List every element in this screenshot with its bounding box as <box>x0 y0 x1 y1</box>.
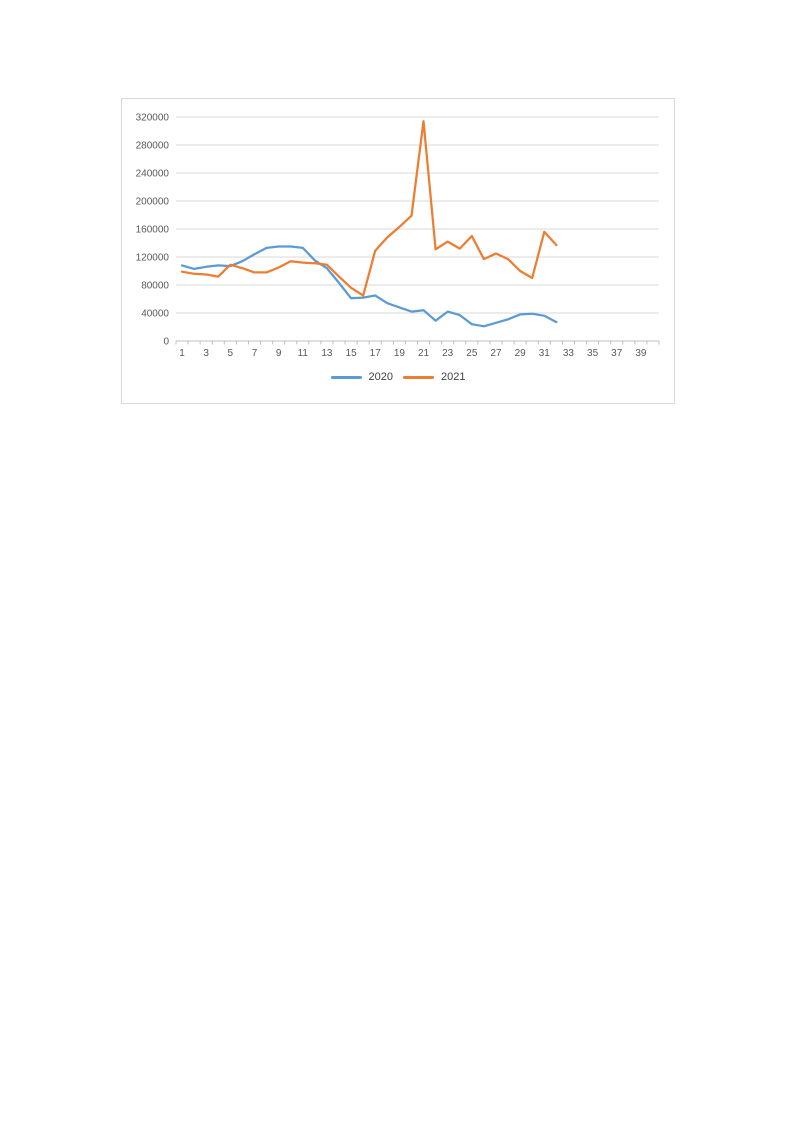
y-axis-tick-label: 0 <box>163 337 169 348</box>
x-axis-tick-label: 39 <box>635 348 647 359</box>
legend-item-2021: 2021 <box>403 371 465 383</box>
x-axis-tick-label: 37 <box>611 348 623 359</box>
legend-label-2020: 2020 <box>368 371 393 383</box>
x-axis-tick-label: 11 <box>298 348 309 359</box>
legend-line-swatch-2021 <box>403 375 434 379</box>
chart-panel[interactable]: 0 40000 80000 120000 160000 200000 240000 28000… <box>121 98 675 404</box>
y-axis-tick-label: 280000 <box>136 141 170 152</box>
x-axis-tick-label: 19 <box>394 348 406 359</box>
x-axis-tick-label: 21 <box>418 348 430 359</box>
line-chart: 0 40000 80000 120000 160000 200000 240000 28000… <box>136 113 660 359</box>
x-axis-tick-label: 1 <box>179 348 185 359</box>
chart-legend: 2020 2021 <box>122 371 674 383</box>
x-axis-tick-label: 25 <box>466 348 478 359</box>
legend-item-2020: 2020 <box>330 371 393 383</box>
x-axis-tick-label: 17 <box>370 348 382 359</box>
x-axis-tick-label: 15 <box>346 348 358 359</box>
x-axis-tick-label: 35 <box>587 348 599 359</box>
legend-line-swatch-2020 <box>330 375 362 379</box>
x-axis-tick-label: 27 <box>490 348 502 359</box>
x-axis-tick-label: 3 <box>203 348 209 359</box>
y-axis-tick-label: 80000 <box>141 281 169 292</box>
x-axis-tick-label: 5 <box>228 348 234 359</box>
y-axis-tick-label: 240000 <box>136 169 170 180</box>
x-axis-tick-label: 23 <box>442 348 454 359</box>
y-axis-tick-label: 40000 <box>141 309 169 320</box>
series-line-2020 <box>180 245 558 328</box>
legend-label-2021: 2021 <box>441 371 466 383</box>
x-axis-tick-label: 29 <box>515 348 527 359</box>
y-axis-tick-label: 120000 <box>136 253 170 264</box>
x-axis-tick-label: 7 <box>252 348 258 359</box>
y-axis-tick-label: 160000 <box>136 225 170 236</box>
x-axis-tick-label: 31 <box>539 348 551 359</box>
x-axis-tick-label: 13 <box>321 348 333 359</box>
series-line-2021 <box>180 120 558 297</box>
y-axis-tick-label: 320000 <box>136 113 170 124</box>
x-axis-tick-label: 9 <box>276 348 282 359</box>
x-axis-tick-label: 33 <box>563 348 575 359</box>
y-axis-tick-label: 200000 <box>136 197 170 208</box>
